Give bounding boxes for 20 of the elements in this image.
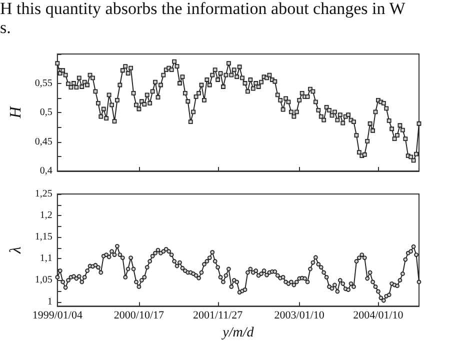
x-tick-label: 1999/01/04 <box>32 310 83 322</box>
y-tick-label: 0,5 <box>40 107 52 118</box>
y-tick-label: 1,15 <box>34 232 52 243</box>
x-tick-label: 2003/01/10 <box>274 310 325 322</box>
y-tick-label: 1,1 <box>40 253 52 264</box>
y-tick-label: 0,55 <box>34 78 52 89</box>
y-tick-label: 1,2 <box>40 210 52 222</box>
text: s. <box>0 18 11 37</box>
y-axis-title: λ <box>8 246 24 255</box>
x-tick-label: 2001/11/27 <box>192 310 244 322</box>
y-tick-label: 1,25 <box>34 188 52 200</box>
y-tick-label: 1,05 <box>34 274 52 286</box>
y-axis-title: H <box>8 105 24 120</box>
y-tick-label: 0,4 <box>40 166 52 176</box>
y-tick-label: 1 <box>47 296 52 308</box>
x-axis-title: y/m/d <box>220 326 255 340</box>
text: H this quantity absorbs the information about changes in W <box>0 0 406 18</box>
y-tick-label: 0,45 <box>34 136 52 148</box>
x-tick-label: 2000/10/17 <box>114 310 165 322</box>
x-tick-label: 2004/01/10 <box>353 310 404 322</box>
